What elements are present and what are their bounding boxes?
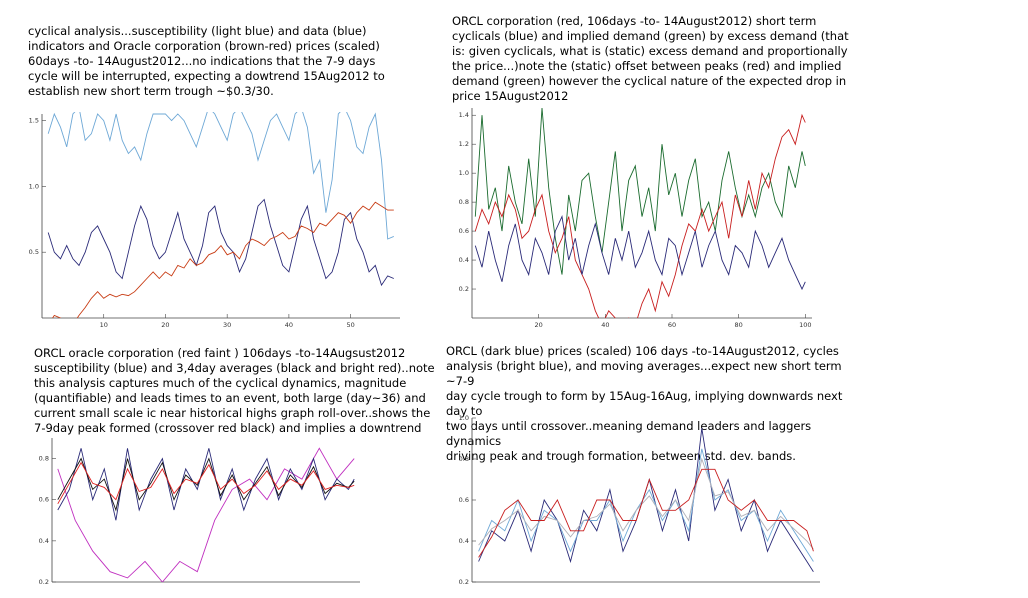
series-line-2 (57, 457, 355, 512)
y-tick-label: 1.0 (29, 182, 39, 190)
chart-top-left: 0.5 1.0 1.5 10 20 30 40 50 (29, 112, 400, 329)
caption-top-right: ORCL corporation (red, 106days -to- 14Au… (452, 14, 849, 103)
y-tick-label: 0.6 (459, 227, 469, 235)
series-line-3 (478, 468, 814, 558)
x-tick-label: 20 (161, 321, 169, 329)
y-tick-label: 0.6 (39, 496, 49, 504)
y-tick-label: 1.2 (459, 140, 469, 148)
y-tick-label: 0.5 (29, 248, 39, 256)
caption-top-left: cyclical analysis...susceptibility (ligh… (28, 24, 385, 98)
series-line-1 (478, 448, 814, 562)
chart-bottom-right: 0.2 0.4 0.6 0.8 1.0 (459, 414, 820, 586)
y-tick-label: 0.2 (39, 578, 49, 586)
y-tick-label: 1.0 (459, 414, 469, 422)
x-tick-label: 10 (100, 321, 108, 329)
y-tick-label: 0.8 (459, 455, 469, 463)
y-tick-label: 1.5 (29, 117, 39, 125)
series-line-1 (474, 113, 806, 318)
y-tick-label: 0.8 (39, 455, 49, 463)
series-line-2 (52, 201, 394, 318)
caption-bottom-left: ORCL oracle corporation (red faint ) 106… (34, 346, 435, 435)
y-tick-label: 0.4 (459, 537, 469, 545)
x-tick-label: 40 (285, 321, 293, 329)
y-tick-label: 0.4 (39, 537, 49, 545)
series-line-2 (478, 457, 814, 550)
series-line-3 (57, 461, 355, 505)
series-line-0 (474, 107, 806, 275)
series-line-2 (474, 215, 806, 291)
x-tick-label: 80 (735, 321, 743, 329)
series-line-1 (47, 198, 394, 287)
x-tick-label: 60 (668, 321, 676, 329)
series-line-1 (57, 448, 355, 521)
x-tick-label: 100 (799, 321, 811, 329)
y-tick-label: 0.6 (459, 496, 469, 504)
caption-bottom-right: ORCL (dark blue) prices (scaled) 106 day… (446, 344, 843, 463)
y-tick-label: 0.8 (459, 198, 469, 206)
y-tick-label: 0.2 (459, 285, 469, 293)
y-tick-label: 0.4 (459, 256, 469, 264)
y-tick-label: 1.0 (459, 169, 469, 177)
chart-bottom-left: 0.2 0.4 0.6 0.8 (39, 438, 360, 586)
x-tick-label: 50 (346, 321, 354, 329)
x-tick-label: 40 (601, 321, 609, 329)
y-tick-label: 0.2 (459, 578, 469, 586)
x-tick-label: 20 (535, 321, 543, 329)
x-tick-label: 30 (223, 321, 231, 329)
chart-top-right: 0.2 0.4 0.6 0.8 1.0 1.2 1.4 20 40 60 80 100 (459, 107, 812, 329)
series-line-0 (57, 447, 355, 582)
series-line-0 (47, 112, 394, 240)
y-tick-label: 1.4 (459, 111, 469, 119)
